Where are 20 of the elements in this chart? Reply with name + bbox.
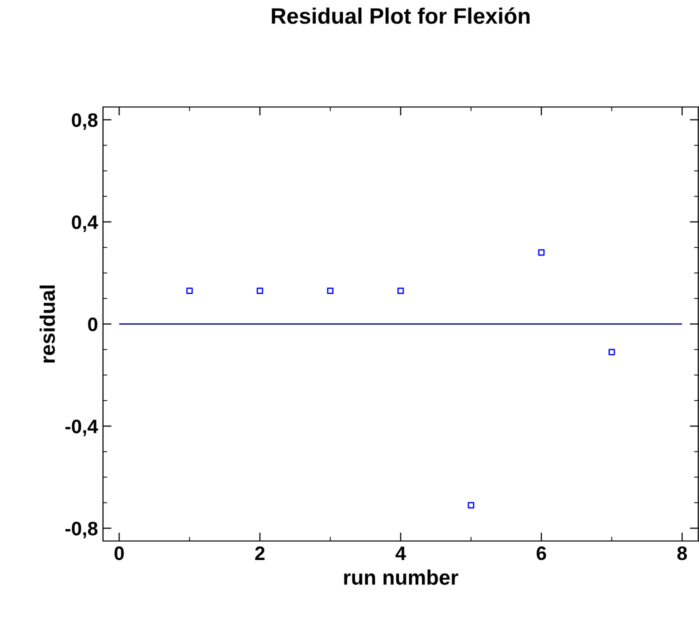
x-tick-label: 0 xyxy=(114,546,124,560)
point xyxy=(468,502,474,508)
point xyxy=(327,288,334,294)
y-tick-label: -0,4 xyxy=(65,420,98,436)
y-tick-label: 0,4 xyxy=(72,215,98,232)
x-axis-title: run number xyxy=(344,570,458,585)
x-tick-label: 6 xyxy=(536,546,546,560)
y-tick-label: 0,8 xyxy=(72,113,98,130)
x-tick-label: 2 xyxy=(255,546,265,560)
y-axis-title: residual xyxy=(40,286,55,363)
y-tick-label: 0 xyxy=(88,317,98,332)
y-tick-label: -0,8 xyxy=(65,522,98,538)
chart-title: Residual Plot for Flexión xyxy=(272,7,530,24)
point xyxy=(538,249,545,256)
point xyxy=(397,288,404,294)
x-tick-label: 4 xyxy=(396,546,406,560)
x-tick-label: 8 xyxy=(677,546,687,560)
point xyxy=(256,288,264,294)
point xyxy=(186,288,193,294)
point xyxy=(608,348,615,356)
